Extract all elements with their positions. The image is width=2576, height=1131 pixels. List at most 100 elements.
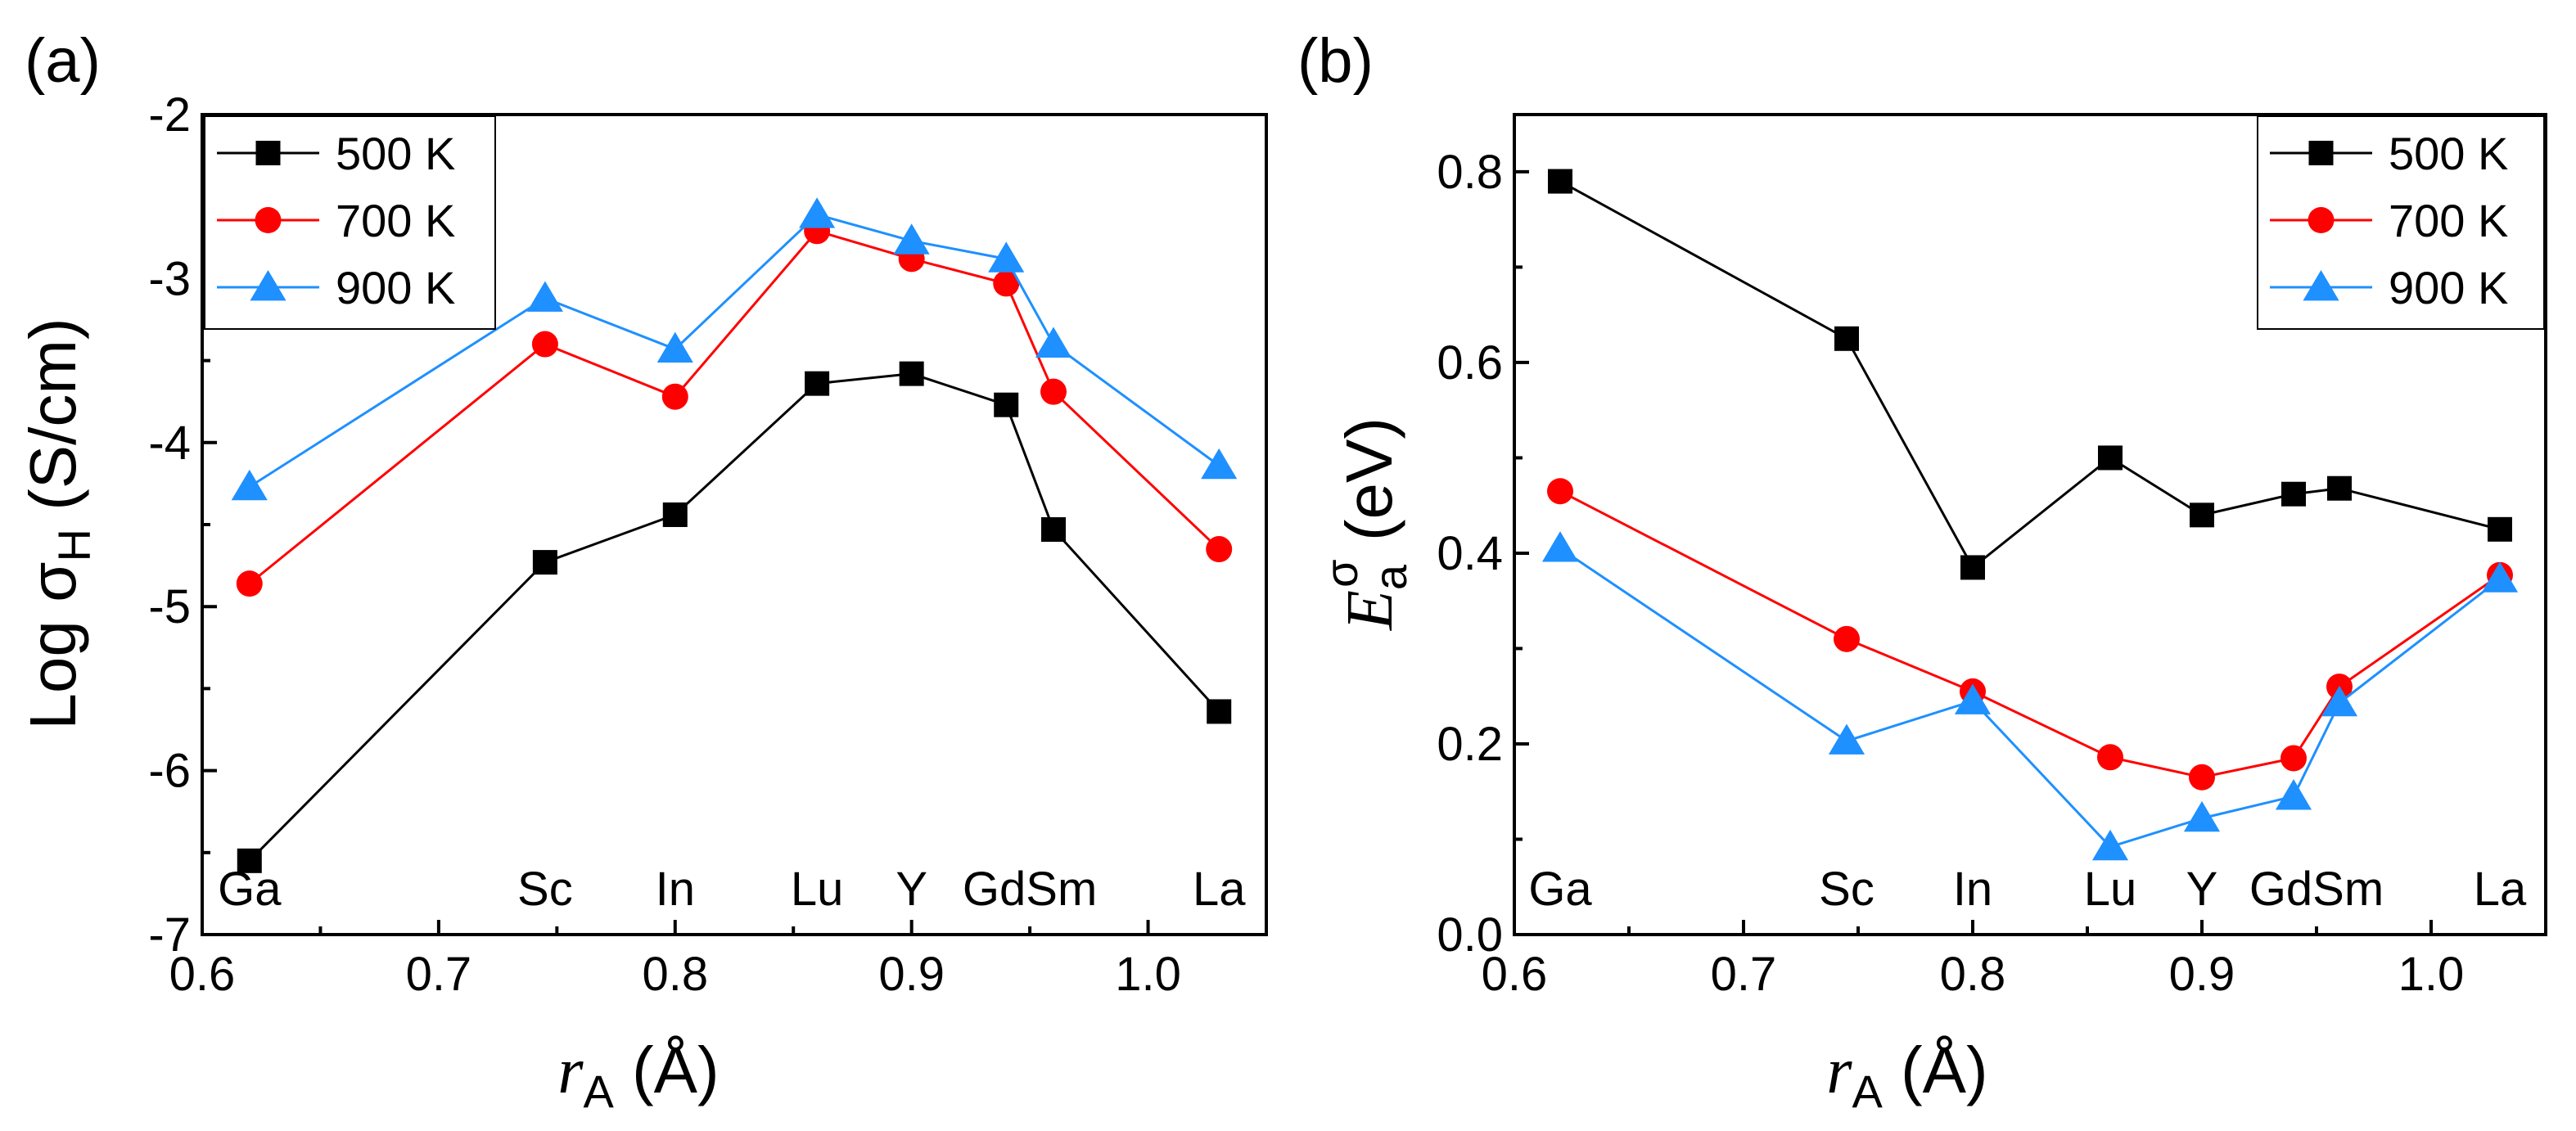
panel-b-x-axis-title: rA (Å) (1826, 1034, 1987, 1117)
panel-a-y-tick-label: -4 (148, 417, 191, 470)
panel-b-legend-box (2257, 115, 2545, 330)
panel-a-legend-box (204, 115, 496, 330)
panel-b-series-0-point (2098, 445, 2123, 471)
panel-a-series-2-point (526, 281, 563, 312)
panel-b-series-0-point (2327, 475, 2352, 501)
panel-b-x-tick-label: 1.0 (2398, 948, 2465, 1001)
panel-a-series-0-point (994, 392, 1019, 417)
panel-a-series-1-point (1206, 536, 1233, 563)
panel-a-legend-marker-0 (255, 141, 281, 165)
panel-a-series-2-point (893, 223, 930, 255)
panel-b-plot-frame (1513, 113, 2547, 936)
panel-a-series-0-point (1207, 699, 1232, 724)
panel-a-series-0-point (805, 371, 830, 396)
panel-a-x-tick-label: 0.8 (642, 948, 708, 1001)
panel-b-element-label: Ga (1528, 863, 1592, 916)
panel-a-element-label: Lu (791, 863, 844, 916)
panel-a-element-label: Sc (517, 863, 573, 916)
panel-a-series-2-point (656, 331, 693, 363)
panel-b-series-0-point (2190, 502, 2214, 528)
panel-b-element-label: GdSm (2249, 863, 2384, 916)
panel-b-x-tick-label: 0.6 (1482, 948, 1548, 1001)
panel-b-series-2-point (1541, 531, 1579, 562)
panel-b-element-label: La (2474, 863, 2527, 916)
panel-b-legend-marker-0 (2308, 141, 2334, 165)
panel-a-series-2-point (231, 469, 268, 501)
panel-a-legend-marker-2 (250, 270, 286, 301)
panel-a-series-0-point (899, 361, 924, 386)
panel-a-label: (a) (25, 26, 101, 96)
panel-b-series-2-point (2275, 779, 2312, 810)
panel-a-element-label: In (656, 863, 695, 916)
panel-b-y-axis-title: Eaσ (eV) (1315, 417, 1416, 631)
panel-b-legend-label-2: 900 K (2389, 262, 2508, 313)
panel-a-y-tick-label: -5 (148, 580, 191, 633)
panel-b-x-tick-label: 0.8 (1940, 948, 2006, 1001)
panel-b-series-2-point (2183, 800, 2221, 832)
panel-a-series-1-point (236, 570, 263, 597)
panel-a-y-tick-label: -3 (148, 252, 191, 305)
panel-a-x-tick-label: 0.7 (406, 948, 472, 1001)
panel-a-series-0-point (237, 848, 262, 873)
panel-b-legend-label-0: 500 K (2389, 128, 2508, 179)
panel-b-legend-marker-2 (2303, 270, 2339, 301)
panel-a-x-axis-title: rA (Å) (557, 1034, 719, 1117)
panel-a-series-0-point (1041, 517, 1066, 543)
panel-a-y-tick-label: -6 (148, 745, 191, 798)
panel-b-y-tick-label: 0.2 (1437, 718, 1503, 771)
panel-a-legend-label-0: 500 K (336, 128, 455, 179)
panel-a-legend-label-2: 900 K (336, 262, 455, 313)
panel-b-series-0-point (1960, 555, 1985, 580)
panel-b-series-1-point (2189, 764, 2215, 791)
panel-b-y-tick-label: 0.4 (1437, 527, 1503, 580)
panel-a-series-1-point (993, 270, 1020, 297)
panel-a-series-line-1 (248, 229, 1220, 585)
panel-a-series-1-point (1040, 378, 1067, 405)
panel-b-series-2-point (2481, 561, 2519, 593)
panel-a-y-axis-title: Log σH (S/cm) (16, 318, 100, 729)
panel-a-legend-marker-1 (255, 207, 282, 233)
panel-a-y-tick-label: -7 (148, 908, 191, 962)
panel-b-plot-area: 0.6 0.7 0.8 0.9 1.0 0.0 0.2 0.4 0.6 0.8 Ga Sc In Lu Y G… (1437, 113, 2547, 1001)
panel-b-element-label: Lu (2084, 863, 2137, 916)
panel-b-series-2-point (1828, 723, 1865, 755)
panel-a-series-0-point (662, 502, 688, 527)
panel-a-element-label: GdSm (963, 863, 1097, 916)
panel-b-series-0-point (1548, 169, 1572, 194)
panel-b-element-label: Sc (1819, 863, 1874, 916)
panel-a-y-tick-label: -2 (148, 88, 191, 142)
panel-a-element-label: La (1193, 863, 1246, 916)
panel-a-series-1-point (661, 383, 688, 410)
panel-b-series-0-point (1834, 326, 1859, 351)
panel-a-legend-label-1: 700 K (336, 195, 455, 246)
panel-a-x-tick-label: 0.6 (169, 948, 236, 1001)
panel-a-x-tick-label: 1.0 (1115, 948, 1181, 1001)
panel-b-series-0-point (2488, 516, 2512, 542)
panel-b-series-2-point (2321, 685, 2358, 717)
panel-b-x-tick-label: 0.9 (2169, 948, 2235, 1001)
panel-b-series-1-point (1547, 478, 1573, 505)
panel-a-x-tick-label: 0.9 (878, 948, 945, 1001)
panel-a-series-line-0 (248, 372, 1220, 862)
panel-b-series-line-2 (1559, 547, 2501, 849)
panel-b-element-label: In (1953, 863, 1992, 916)
panel-a-plot-area: 0.6 0.7 0.8 0.9 1.0-7-6-5-4-3-2Ga Sc In Lu Y GdSm… (148, 88, 1268, 1001)
panel-b-series-1-point (2097, 744, 2123, 771)
panel-a-series-2-point (799, 197, 836, 228)
panel-b-legend-label-1: 700 K (2389, 195, 2508, 246)
panel-b-element-label: Y (2186, 863, 2218, 916)
panel-b-series-0-point (2281, 481, 2306, 507)
panel-b-y-tick-label: 0.0 (1437, 908, 1503, 962)
panel-b: (b) 0.6 0.7 0.8 0.9 1.0 0.0 0.2 0.4 0.6 0.8 Ga Sc In… (1297, 26, 2547, 1117)
panel-b-label: (b) (1297, 26, 1374, 96)
panel-b-legend-marker-1 (2308, 207, 2335, 233)
panel-b-series-2-point (2091, 829, 2129, 861)
panel-b-y-tick-label: 0.6 (1437, 336, 1503, 390)
panel-a-series-line-2 (248, 213, 1220, 489)
panel-b-x-tick-label: 0.7 (1711, 948, 1777, 1001)
panel-a-element-label: Y (896, 863, 927, 916)
panel-b-y-tick-label: 0.8 (1437, 146, 1503, 199)
panel-b-series-2-point (1954, 683, 1992, 714)
panel-a-series-2-point (1201, 448, 1238, 480)
